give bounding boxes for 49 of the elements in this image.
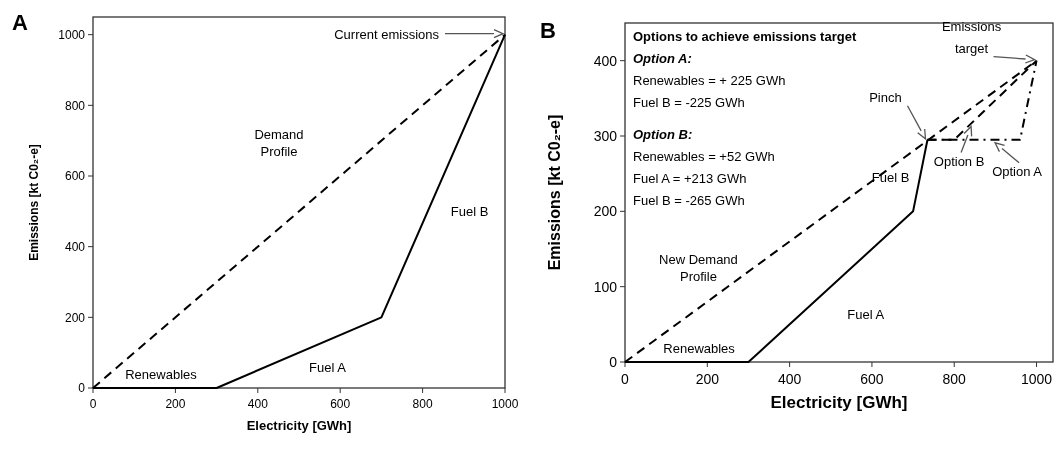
annotation: Renewables (125, 367, 198, 382)
annotation: Fuel A = +213 GWh (633, 171, 747, 186)
y-tick-label: 1000 (58, 27, 86, 42)
y-tick-label: 600 (64, 169, 86, 184)
series-label: New Demand Profile (659, 251, 738, 284)
series-label: Option A (992, 163, 1043, 179)
x-tick-label: 800 (412, 397, 433, 411)
x-tick-label: 0 (621, 371, 630, 387)
annotation: Options to achieve emissions target (633, 29, 857, 44)
annotation: Renewables (663, 341, 736, 356)
x-tick-label: 400 (777, 371, 802, 387)
annotation: Renewables = + 225 GWh (633, 73, 786, 88)
y-tick-label: 400 (64, 239, 86, 254)
x-tick-label: 0 (89, 397, 97, 411)
annotation: Emissions target (941, 18, 1002, 56)
y-tick-label: 100 (593, 278, 618, 295)
y-tick-label: 300 (593, 127, 618, 144)
annotation: Fuel A (847, 306, 885, 322)
chart-title: B (540, 18, 556, 43)
annotation: Current emissions (334, 26, 440, 42)
text: Demand Profile (254, 127, 304, 160)
annotation: Fuel B (871, 169, 910, 185)
x-axis-title: Electricity [GWh] (770, 393, 908, 413)
y-tick-label: 200 (64, 310, 86, 325)
annotation: Option B: (633, 127, 693, 142)
y-tick-label: 200 (593, 203, 618, 220)
x-tick-label: 200 (165, 397, 186, 411)
y-axis-title: Emissions [kt C0₂-e] (27, 144, 41, 261)
y-tick-label: 0 (609, 353, 618, 370)
x-tick-label: 400 (247, 397, 269, 411)
chart-title: A (12, 10, 28, 35)
y-tick-label: 400 (593, 52, 618, 69)
x-tick-label: 1000 (1020, 371, 1053, 387)
x-tick-label: 600 (860, 371, 884, 387)
x-tick-label: 800 (942, 371, 967, 387)
x-axis-title: Electricity [GWh] (246, 417, 352, 433)
annotation: Fuel B (450, 204, 489, 220)
annotation: Fuel B = -225 GWh (633, 95, 745, 110)
annotation: Option A: (633, 51, 692, 66)
annotation: Fuel B = -265 GWh (633, 193, 745, 208)
x-tick-label: 1000 (491, 397, 519, 411)
x-tick-label: 200 (695, 371, 720, 387)
annotation: Fuel A (309, 359, 347, 375)
x-tick-label: 600 (330, 397, 351, 411)
annotation: Renewables = +52 GWh (633, 149, 775, 164)
y-axis-title: Emissions [kt C0₂-e] (546, 114, 563, 271)
y-tick-label: 800 (64, 98, 86, 113)
annotation: Pinch (869, 89, 902, 105)
series-label: Option B (933, 153, 985, 169)
